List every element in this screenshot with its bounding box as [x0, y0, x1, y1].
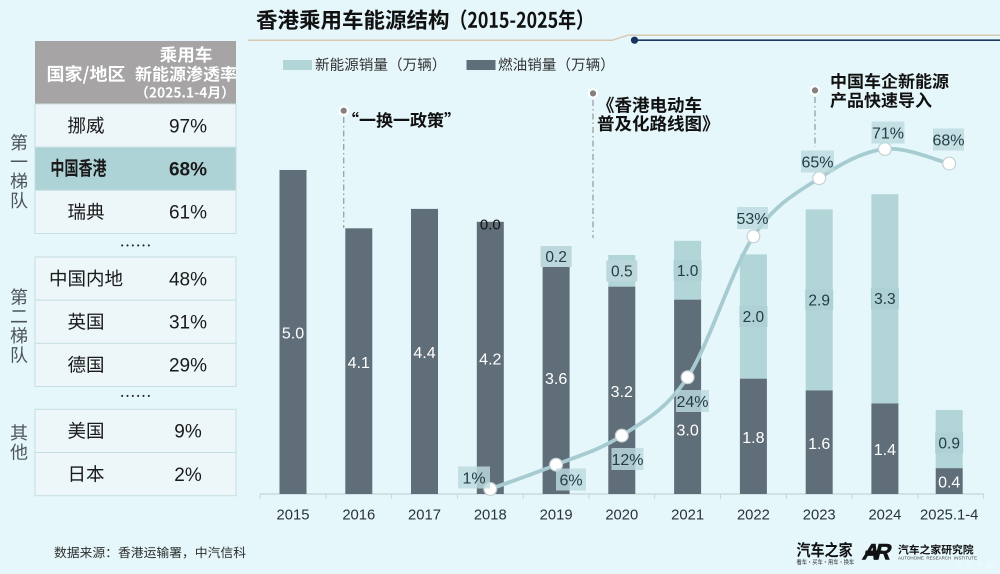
svg-text:4.1: 4.1	[348, 355, 370, 372]
svg-text:29%: 29%	[169, 356, 207, 377]
svg-text:3.6: 3.6	[545, 371, 567, 388]
svg-text:6%: 6%	[559, 472, 582, 489]
svg-text:31%: 31%	[169, 313, 207, 334]
svg-text:3.3: 3.3	[874, 291, 896, 308]
svg-text:1.0: 1.0	[677, 263, 699, 280]
svg-text:2018: 2018	[474, 508, 507, 524]
svg-text:1.6: 1.6	[808, 436, 830, 453]
svg-text:2020: 2020	[605, 508, 638, 524]
svg-text:48%: 48%	[169, 269, 207, 290]
svg-text:2023: 2023	[803, 508, 836, 524]
svg-text:68%: 68%	[169, 160, 207, 181]
svg-text:4.2: 4.2	[479, 352, 501, 369]
svg-text:5.0: 5.0	[282, 326, 304, 343]
svg-text:2017: 2017	[408, 508, 441, 524]
svg-text:71%: 71%	[872, 125, 904, 142]
svg-text:2024: 2024	[868, 508, 901, 524]
svg-text:0.2: 0.2	[545, 249, 567, 266]
svg-text:2025.1-4: 2025.1-4	[920, 508, 978, 524]
svg-text:65%: 65%	[801, 154, 833, 171]
svg-text:0.5: 0.5	[611, 264, 633, 281]
svg-text:24%: 24%	[676, 394, 708, 411]
svg-text:1.4: 1.4	[874, 442, 896, 459]
svg-text:9%: 9%	[174, 422, 202, 443]
svg-text:0.0: 0.0	[480, 216, 501, 233]
svg-text:12%: 12%	[611, 452, 643, 469]
svg-text:53%: 53%	[736, 211, 768, 228]
svg-text:2022: 2022	[737, 508, 770, 524]
svg-text:61%: 61%	[169, 203, 207, 224]
svg-text:2015: 2015	[277, 508, 310, 524]
svg-text:2019: 2019	[540, 508, 573, 524]
svg-text:2021: 2021	[671, 508, 704, 524]
svg-text:68%: 68%	[932, 132, 964, 149]
svg-text:3.0: 3.0	[676, 423, 698, 440]
svg-text:3.2: 3.2	[611, 384, 633, 401]
svg-text:AUTOHOME RESEARCH INSTITUTE: AUTOHOME RESEARCH INSTITUTE	[898, 556, 977, 561]
svg-text:2.9: 2.9	[808, 292, 830, 309]
svg-text:2016: 2016	[342, 508, 375, 524]
svg-text:0.4: 0.4	[938, 475, 960, 492]
svg-text:4.4: 4.4	[413, 345, 435, 362]
svg-text:97%: 97%	[169, 116, 207, 137]
svg-text:2.0: 2.0	[743, 309, 765, 326]
svg-text:1%: 1%	[462, 470, 485, 487]
svg-text:1.8: 1.8	[742, 430, 764, 447]
svg-text:2%: 2%	[174, 465, 202, 486]
svg-text:0.9: 0.9	[938, 436, 960, 453]
